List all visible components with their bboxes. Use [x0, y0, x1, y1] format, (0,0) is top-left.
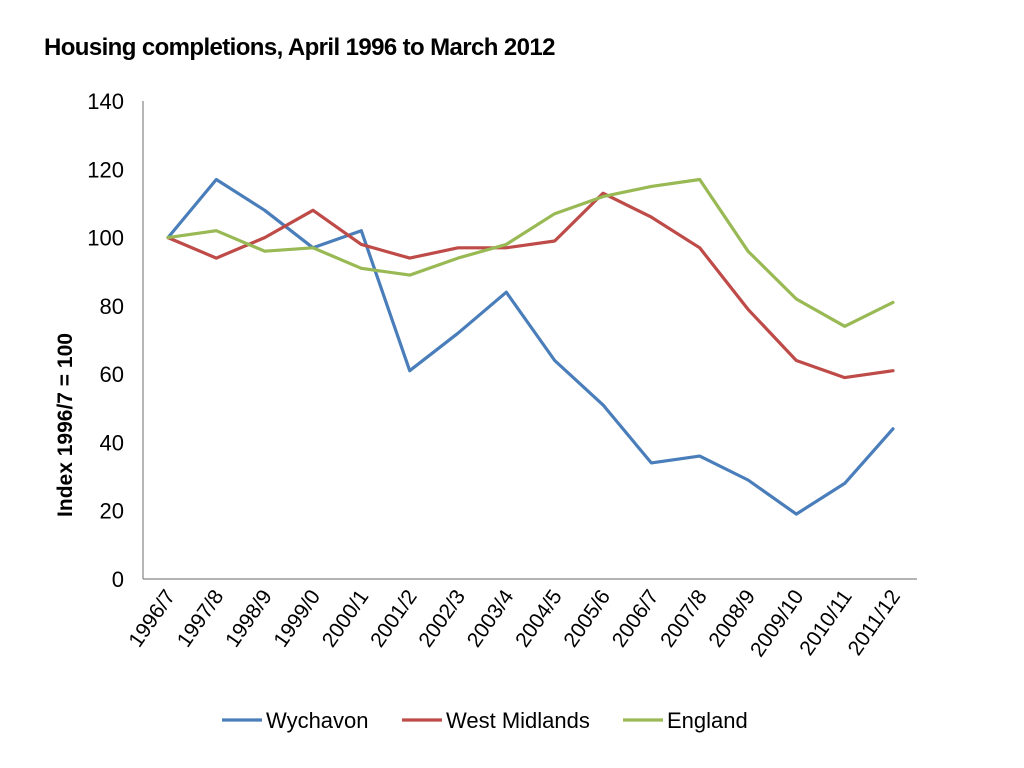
legend-label: England: [667, 708, 748, 733]
y-tick-label: 120: [87, 157, 124, 182]
y-tick-label: 60: [100, 362, 124, 387]
legend-label: Wychavon: [266, 708, 369, 733]
y-tick-label: 0: [112, 567, 124, 592]
x-tick-label: 2006/7: [608, 586, 664, 652]
y-tick-label: 100: [87, 226, 124, 251]
x-tick-label: 2003/4: [463, 585, 519, 651]
y-tick-label: 20: [100, 499, 124, 524]
x-tick-label: 1997/8: [173, 586, 229, 652]
x-tick-label: 1998/9: [221, 586, 277, 652]
series-line-england: [166, 177, 895, 328]
y-tick-label: 80: [100, 294, 124, 319]
x-tick-label: 2001/2: [366, 586, 422, 652]
legend-label: West Midlands: [446, 708, 590, 733]
series-line-wychavon: [166, 177, 895, 516]
series-lines: [166, 177, 895, 516]
y-tick-label: 140: [87, 89, 124, 114]
x-axis: 1996/71997/81998/91999/02000/12001/22002…: [124, 578, 917, 661]
chart-title: Housing completions, April 1996 to March…: [44, 34, 556, 61]
x-tick-label: 2005/6: [559, 586, 615, 652]
y-axis-title: Index 1996/7 = 100: [54, 333, 77, 517]
x-tick-label: 1996/7: [124, 586, 180, 652]
y-tick-label: 40: [100, 430, 124, 455]
x-tick-label: 2000/1: [318, 586, 374, 652]
x-tick-label: 2007/8: [656, 586, 712, 652]
x-tick-label: 1999/0: [269, 586, 325, 652]
legend: Wychavon West Midlands England: [222, 708, 748, 733]
y-axis: 0 20 40 60 80 100 120 140: [87, 89, 144, 592]
x-tick-label: 2002/3: [414, 586, 470, 652]
x-tick-label: 2004/5: [511, 586, 567, 652]
series-line-west-midlands: [166, 191, 895, 380]
